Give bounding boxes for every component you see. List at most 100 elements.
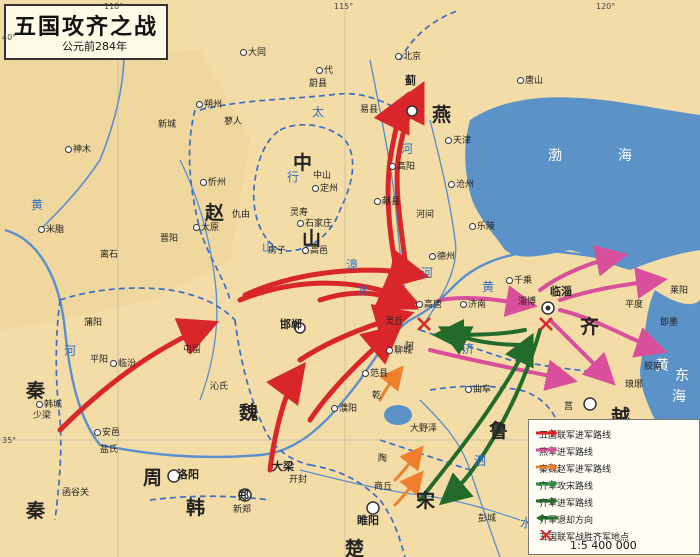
place-tao: 陶 (378, 454, 388, 464)
river-label: 泗 (474, 454, 487, 468)
legend: 五国联军进军路线 燕军进军路线 秦魏赵军进军路线 齐军攻宋路线 齐军进军路线 齐… (528, 419, 700, 555)
state-qin-south: 秦 (26, 500, 46, 522)
place-tangshan: 唐山 (517, 76, 543, 86)
place-cangzhou: 沧州 (448, 180, 474, 190)
place-shangqiu: 商丘 (374, 482, 393, 492)
place-hancheng: 韩城 (36, 400, 62, 410)
legend-item: 秦魏赵军进军路线 (536, 463, 612, 475)
place-xianxian: 献县 (374, 197, 400, 207)
place-qianqian: 乾 (372, 391, 382, 401)
place-gaoyang: 高阳 (389, 162, 415, 172)
place-hejian: 河间 (416, 210, 435, 220)
place-puyang: 濮阳 (331, 404, 357, 414)
river-label: 漳 (346, 258, 359, 272)
place-gaotang: 高唐 (416, 300, 442, 310)
place-fanxian: 范县 (362, 369, 388, 379)
title-box: 五国攻齐之战 公元前284年 (4, 4, 168, 60)
place-beijing: 北京 (395, 52, 421, 62)
place-pengcheng: 彭城 (478, 514, 497, 524)
state-qi: 齐 (580, 316, 600, 338)
place-shuozhou: 朔州 (196, 100, 222, 110)
legend-item: 五国联军战胜齐军地点 (535, 530, 629, 544)
place-daliang: 大梁 (272, 460, 294, 473)
place-pucheng: 蒲阳 (84, 318, 103, 328)
yellow-sea (640, 290, 700, 430)
place-shenmu: 神木 (65, 145, 91, 155)
sea-huang: 黄 (655, 358, 669, 374)
place-mizhi: 米脂 (38, 225, 64, 235)
river-label: 山 (262, 240, 275, 254)
river-label: 河 (64, 344, 77, 358)
state-song: 宋 (416, 490, 436, 512)
place-tunliu: 屯留 (183, 345, 202, 355)
sea-dong: 东 (675, 368, 689, 384)
map-subtitle: 公元前284年 (62, 40, 127, 53)
state-zhou: 周 (143, 467, 163, 489)
place-shijiazhuang: 石家庄 (297, 219, 332, 229)
river-label: 河 (421, 266, 434, 280)
place-laixi: 莱阳 (670, 286, 689, 296)
state-zhong: 中 (293, 152, 313, 174)
legend-item: 齐军进军路线 (536, 497, 594, 509)
place-youhou: 仇由 (232, 210, 251, 220)
place-lishi: 离石 (100, 250, 119, 260)
river-label: 河 (401, 142, 414, 156)
coalition-routes (57, 81, 430, 473)
lat-label: 35° (2, 436, 17, 445)
place-zhengzhou: 郑 (238, 489, 249, 502)
lon-label: 120° (596, 2, 616, 11)
place-weixian: 蔚县 (309, 79, 328, 89)
place-pingdu: 平度 (625, 300, 644, 310)
state-yan: 燕 (432, 104, 452, 126)
place-luoyang: 洛阳 (177, 468, 199, 481)
place-jinyang: 晋阳 (160, 234, 179, 244)
river-label: 济 (462, 342, 475, 356)
state-lu: 鲁 (489, 420, 509, 442)
lon-label: 110° (104, 2, 124, 11)
place-lingqiu: 灵丘 (385, 317, 404, 327)
place-pingyang: 平阳 (90, 355, 109, 365)
map-title: 五国攻齐之战 (14, 14, 159, 40)
place-qinshi: 沁氏 (210, 382, 229, 392)
bohai-sea (465, 97, 700, 270)
river-label: 黄 (31, 198, 44, 212)
river-label: 太 (312, 105, 325, 119)
qi-routes (418, 318, 542, 506)
sea-bo: 渤 (548, 148, 562, 164)
place-fangzi: 房子 (268, 246, 287, 256)
place-hangu: 函谷关 (62, 488, 90, 498)
place-lingshou: 灵寿 (290, 208, 309, 218)
place-yanshi: 盐氏 (100, 445, 119, 455)
river-label: 行 (287, 170, 300, 184)
place-liaocheng: 聊城 (386, 346, 412, 356)
state-shan: 山 (302, 228, 322, 250)
place-heyang: 阿 (405, 342, 415, 352)
sea-hai: 海 (618, 148, 632, 164)
place-yixian: 易县 (360, 105, 379, 115)
place-dai: 代 (316, 66, 333, 76)
place-lingyi: 临汾 (110, 359, 136, 369)
place-taiyuan: 太原 (193, 223, 219, 233)
place-dezhou: 德州 (429, 252, 455, 262)
place-shaoliang: 少梁 (33, 411, 52, 421)
state-qin: 秦 (26, 380, 46, 402)
place-ji: 蓟 (405, 74, 416, 87)
place-langya: 琅琊 (625, 380, 644, 390)
state-han: 韩 (186, 497, 206, 519)
place-kaifeng: 开封 (289, 475, 308, 485)
place-dingzhou: 定州 (312, 184, 338, 194)
place-xinzheng: 新郑 (233, 505, 252, 515)
place-tianjin: 天津 (445, 136, 471, 146)
qinweizhao-routes (378, 365, 424, 507)
place-zibo: 淄博 (518, 297, 537, 307)
place-xinzhou: 忻州 (200, 178, 226, 188)
place-louren: 蓼人 (224, 117, 243, 127)
legend-item: 齐军退却方向 (535, 513, 593, 527)
state-wei: 魏 (239, 402, 259, 424)
state-chu: 楚 (345, 538, 365, 557)
place-jimo: 即墨 (660, 318, 679, 328)
place-datong: 大同 (240, 48, 266, 58)
sea-hai2: 海 (672, 389, 686, 405)
